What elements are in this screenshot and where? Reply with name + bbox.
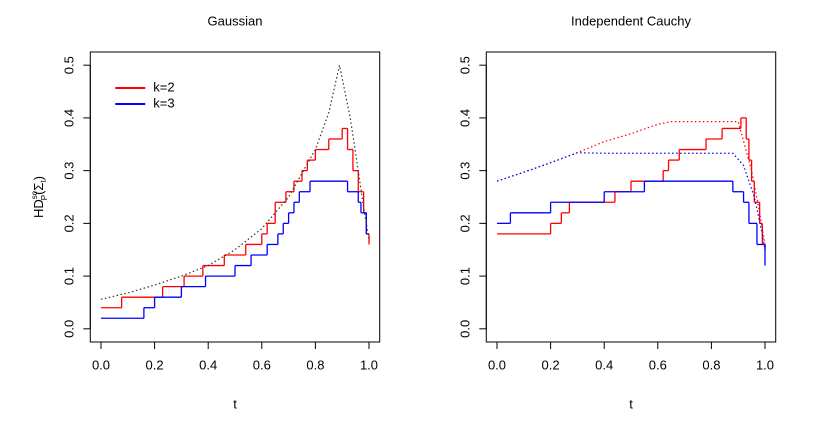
- legend-label: k=2: [153, 79, 174, 94]
- y-tick-label: 0.1: [458, 267, 473, 285]
- panel: Independent Cauchy t 0.0 0.2 0.4 0.6 0.8 1.0 0.0…: [458, 13, 777, 411]
- y-label-base: HD: [31, 199, 46, 218]
- y-tick-label: 0.3: [458, 162, 473, 180]
- x-tick-label: 0.8: [702, 357, 720, 372]
- curve: [100, 65, 370, 300]
- y-tick-label: 0.0: [62, 320, 77, 338]
- y-tick-label: 0.1: [62, 267, 77, 285]
- y-label-close: ): [31, 176, 46, 180]
- curve: [496, 152, 766, 250]
- plot-box: [485, 51, 777, 343]
- x-axis-label: t: [233, 396, 237, 411]
- chart-title: Independent Cauchy: [571, 13, 691, 28]
- x-tick-label: 1.0: [360, 357, 378, 372]
- y-tick-label: 0.0: [458, 320, 473, 338]
- x-tick-label: 0.6: [253, 357, 271, 372]
- legend-label: k=3: [153, 95, 174, 110]
- y-tick-label: 0.2: [458, 214, 473, 232]
- x-tick-label: 0.2: [146, 357, 164, 372]
- y-tick-label: 0.4: [62, 109, 77, 127]
- x-tick-label: 0.0: [488, 357, 506, 372]
- chart-title: Gaussian: [208, 13, 263, 28]
- curve: [496, 121, 766, 245]
- x-tick-label: 1.0: [756, 357, 774, 372]
- y-tick-label: 0.5: [62, 56, 77, 74]
- y-label-arg: (Σ: [31, 183, 46, 195]
- x-tick-label: 0.4: [199, 357, 217, 372]
- x-tick-label: 0.8: [306, 357, 324, 372]
- x-tick-label: 0.0: [92, 357, 110, 372]
- y-tick-label: 0.5: [458, 56, 473, 74]
- y-label-sup: sc: [30, 191, 39, 199]
- x-tick-label: 0.2: [542, 357, 560, 372]
- y-axis-label: HDscP(Σt): [30, 176, 49, 218]
- y-tick-label: 0.4: [458, 109, 473, 127]
- x-axis-label: t: [629, 396, 633, 411]
- plot-box: [89, 51, 381, 343]
- x-tick-label: 0.6: [649, 357, 667, 372]
- x-tick-label: 0.4: [595, 357, 613, 372]
- y-label-argsub: t: [39, 180, 48, 183]
- y-label-sub: P: [40, 195, 49, 200]
- y-tick-label: 0.3: [62, 162, 77, 180]
- y-tick-label: 0.2: [62, 214, 77, 232]
